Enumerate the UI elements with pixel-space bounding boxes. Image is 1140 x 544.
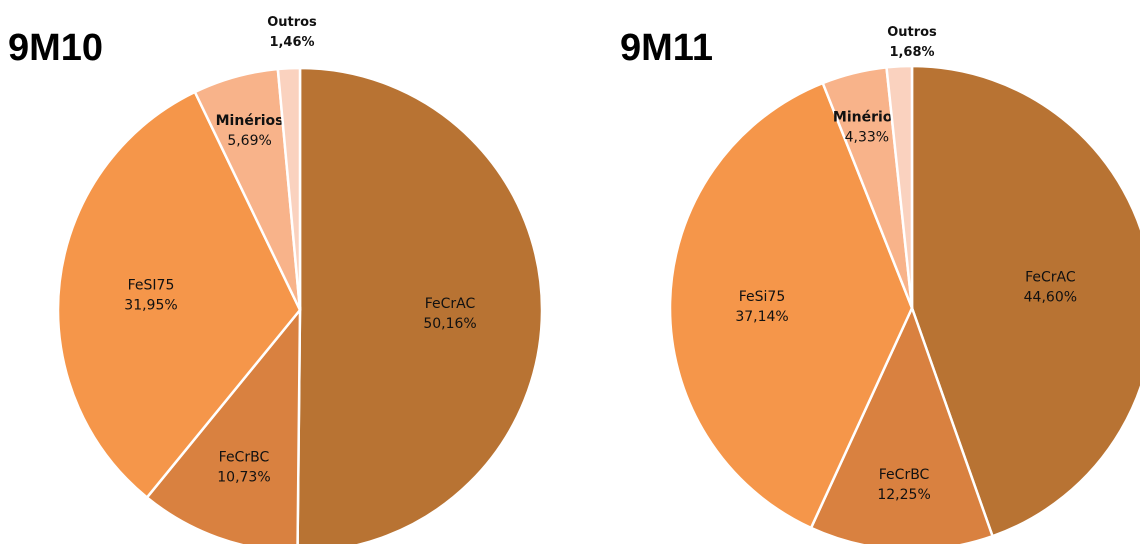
slice-label-min-rios: Minérios xyxy=(216,113,284,129)
slice-value-fesi75: 31,95% xyxy=(124,297,177,313)
slice-label-fesi75: FeSI75 xyxy=(128,277,175,293)
pie-slice-outros xyxy=(276,66,302,311)
chart-title-9m11: 9M11 xyxy=(620,27,713,69)
chart-title-9m10: 9M10 xyxy=(8,27,103,69)
slice-value-fecrac: 44,60% xyxy=(1024,289,1077,305)
pie-slice-fecrac xyxy=(296,66,544,544)
pie-slice-fecrbc xyxy=(145,306,302,544)
slice-value-outros: 1,46% xyxy=(269,35,314,50)
pie-slice-fecrac xyxy=(910,64,1140,538)
pie-chart-9m11: FeCrAC 44,60% FeCrBC 12,25% FeSi75 37,14% Miné… xyxy=(668,25,1140,544)
slice-label-outros: Outros xyxy=(887,25,937,40)
slice-label-fecrac: FeCrAC xyxy=(1025,269,1076,285)
pie-slice-fesi75 xyxy=(668,81,914,530)
pie-slice-fesi75 xyxy=(56,90,302,500)
slice-value-min-rios: 4,33% xyxy=(845,130,889,146)
slice-label-fesi75: FeSi75 xyxy=(739,289,786,305)
pie-slice-fecrbc xyxy=(809,304,995,544)
slice-value-min-rios: 5,69% xyxy=(227,133,271,149)
slice-label-fecrbc: FeCrBC xyxy=(879,467,930,483)
slice-label-min-rios: Minérios xyxy=(833,110,901,126)
pie-chart-9m10: FeCrAC 50,16% FeCrBC 10,73% FeSI75 31,95% Miné… xyxy=(56,15,544,544)
slice-value-fesi75: 37,14% xyxy=(735,309,788,325)
slice-value-fecrac: 50,16% xyxy=(423,316,476,332)
slice-label-fecrbc: FeCrBC xyxy=(219,450,270,466)
slice-value-fecrbc: 10,73% xyxy=(217,470,270,486)
slice-value-outros: 1,68% xyxy=(889,45,934,60)
slice-label-outros: Outros xyxy=(267,15,317,30)
pie-slice-outros xyxy=(885,64,914,309)
slice-label-fecrac: FeCrAC xyxy=(425,296,476,312)
slice-value-fecrbc: 12,25% xyxy=(877,487,930,503)
